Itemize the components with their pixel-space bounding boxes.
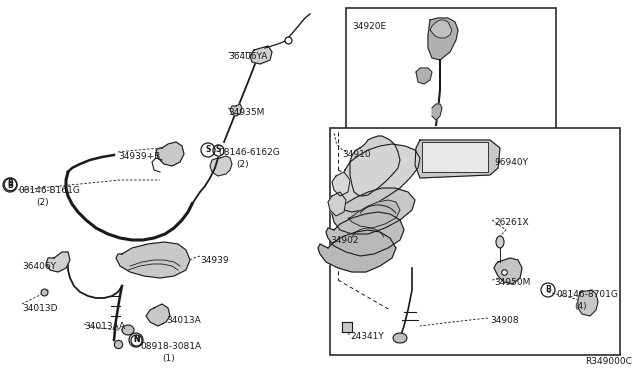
Text: 34939+B: 34939+B: [118, 152, 160, 161]
Polygon shape: [332, 172, 350, 196]
Polygon shape: [342, 322, 352, 332]
Polygon shape: [336, 144, 420, 212]
Polygon shape: [210, 156, 232, 176]
Polygon shape: [326, 212, 404, 256]
Polygon shape: [428, 18, 458, 60]
Text: 36406YA: 36406YA: [228, 52, 268, 61]
Text: 34902: 34902: [330, 236, 358, 245]
Polygon shape: [230, 104, 242, 116]
Polygon shape: [416, 68, 432, 84]
Polygon shape: [318, 230, 396, 272]
Polygon shape: [430, 20, 452, 38]
Polygon shape: [332, 188, 415, 234]
Text: 08146-6162G: 08146-6162G: [218, 148, 280, 157]
Text: 34935M: 34935M: [228, 108, 264, 117]
Text: N: N: [132, 336, 140, 344]
Text: S: S: [215, 145, 221, 154]
Polygon shape: [46, 252, 70, 272]
Ellipse shape: [393, 333, 407, 343]
Polygon shape: [328, 192, 346, 216]
Text: 34920E: 34920E: [352, 22, 386, 31]
Polygon shape: [415, 140, 500, 178]
Ellipse shape: [496, 236, 504, 248]
Text: 34939: 34939: [200, 256, 228, 265]
Text: 96940Y: 96940Y: [494, 158, 528, 167]
Text: 24341Y: 24341Y: [350, 332, 384, 341]
Bar: [330, 128, 620, 355]
Text: B: B: [7, 180, 13, 189]
Polygon shape: [146, 304, 170, 326]
Text: 34908: 34908: [490, 316, 518, 325]
Text: 34013AA: 34013AA: [84, 322, 125, 331]
Polygon shape: [350, 136, 400, 196]
Text: 08146-8701G: 08146-8701G: [556, 290, 618, 299]
Text: R349000C: R349000C: [585, 357, 632, 366]
Polygon shape: [432, 104, 442, 120]
Polygon shape: [494, 258, 522, 284]
Text: (2): (2): [36, 198, 49, 207]
Polygon shape: [116, 242, 190, 278]
Text: (4): (4): [574, 302, 587, 311]
Bar: [422, 142, 488, 172]
Bar: [346, 8, 556, 132]
Text: 36406Y: 36406Y: [22, 262, 56, 271]
Text: 08918-3081A: 08918-3081A: [140, 342, 201, 351]
Text: 34910: 34910: [342, 150, 371, 159]
Text: (2): (2): [236, 160, 248, 169]
Polygon shape: [156, 142, 184, 166]
Text: B: B: [545, 285, 551, 295]
Text: 26261X: 26261X: [494, 218, 529, 227]
Text: 08146-B161G: 08146-B161G: [18, 186, 80, 195]
Text: 34013A: 34013A: [166, 316, 201, 325]
Polygon shape: [250, 46, 272, 64]
Text: N: N: [132, 336, 140, 344]
Text: (1): (1): [162, 354, 175, 363]
Ellipse shape: [122, 325, 134, 335]
Text: 34950M: 34950M: [494, 278, 531, 287]
Text: 34013D: 34013D: [22, 304, 58, 313]
Text: S: S: [205, 145, 211, 154]
Text: B: B: [7, 180, 13, 189]
Polygon shape: [348, 200, 400, 228]
Polygon shape: [578, 290, 598, 316]
